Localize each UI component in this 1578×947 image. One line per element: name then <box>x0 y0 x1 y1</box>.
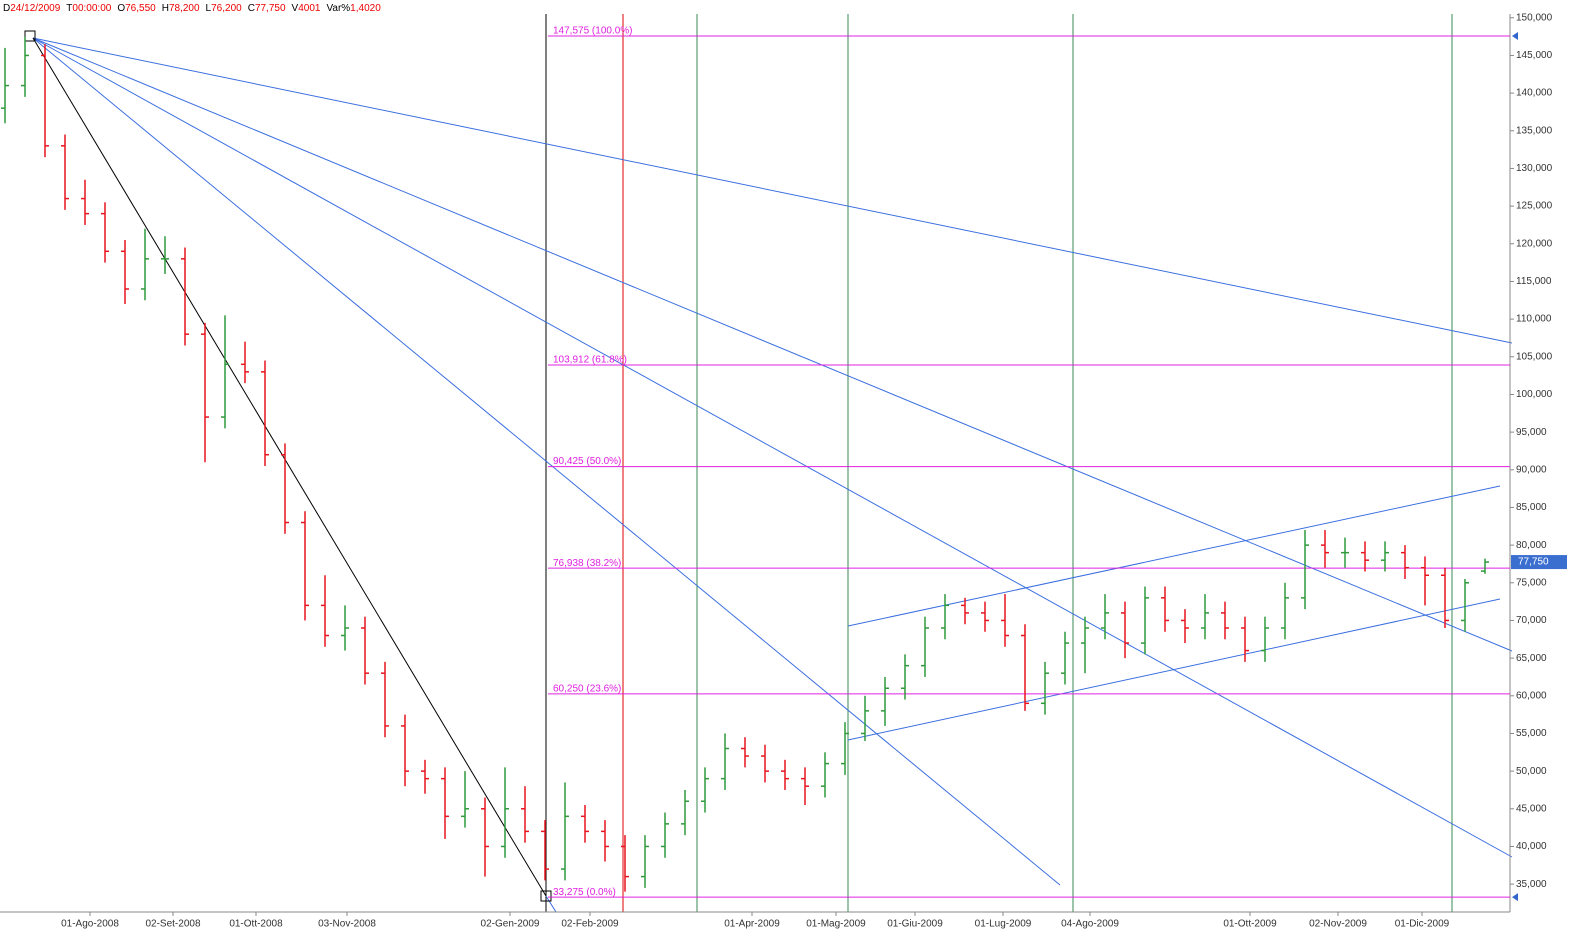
y-tick-label: 150,000 <box>1516 12 1553 23</box>
x-tick-label: 01-Giu-2009 <box>887 919 943 930</box>
y-tick-label: 105,000 <box>1516 351 1553 362</box>
fan-line <box>545 895 557 913</box>
x-tick-label: 01-Ott-2009 <box>1223 919 1277 930</box>
y-tick-label: 80,000 <box>1516 540 1547 551</box>
header-key: D <box>3 3 10 14</box>
y-tick-label: 145,000 <box>1516 50 1553 61</box>
anchor-square <box>540 890 552 902</box>
y-tick-label: 75,000 <box>1516 577 1547 588</box>
last-price-box <box>1511 555 1567 570</box>
y-tick-label: 115,000 <box>1516 276 1552 287</box>
y-tick-label: 140,000 <box>1516 88 1553 99</box>
header-key: T <box>66 3 72 14</box>
annotations <box>24 14 1513 913</box>
y-tick-label: 60,000 <box>1516 690 1547 701</box>
y-tick-label: 65,000 <box>1516 653 1547 664</box>
anchor-square <box>24 30 36 42</box>
y-tick-label: 35,000 <box>1516 879 1547 890</box>
fan-line <box>32 37 1513 652</box>
fan-line <box>32 37 1513 858</box>
channel-line <box>847 598 1501 741</box>
x-tick-label: 02-Gen-2009 <box>481 919 540 930</box>
level-arrow <box>1512 32 1518 41</box>
x-tick-label: 02-Set-2008 <box>145 919 200 930</box>
header-key: L <box>206 3 212 14</box>
fib-label: 60,250 (23.6%) <box>553 684 621 695</box>
fib-label: 90,425 (50.0%) <box>553 456 621 467</box>
y-tick-label: 135,000 <box>1516 125 1553 136</box>
fib-label: 33,275 (0.0%) <box>553 887 616 898</box>
y-tick-label: 110,000 <box>1516 314 1552 325</box>
last-price-label: 77,750 <box>1518 557 1549 568</box>
x-tick-label: 01-Ago-2008 <box>61 919 119 930</box>
y-tick-label: 40,000 <box>1516 841 1547 852</box>
fan-line <box>32 37 1061 886</box>
y-tick-label: 130,000 <box>1516 163 1553 174</box>
x-tick-label: 01-Dic-2009 <box>1395 919 1450 930</box>
x-tick-label: 01-Mag-2009 <box>806 919 866 930</box>
x-tick-label: 04-Ago-2009 <box>1061 919 1119 930</box>
level-arrow <box>1512 893 1518 902</box>
y-tick-label: 100,000 <box>1516 389 1553 400</box>
y-tick-label: 125,000 <box>1516 201 1553 212</box>
fib-label: 103,912 (61.8%) <box>553 355 627 366</box>
header-value: 77,750 <box>255 3 286 14</box>
y-tick-label: 70,000 <box>1516 615 1547 626</box>
y-tick-label: 45,000 <box>1516 803 1547 814</box>
header: D24/12/2009 T00:00:00 O76,550 H78,200 L76,20… <box>3 3 381 14</box>
x-tick-label: 02-Nov-2009 <box>1309 919 1367 930</box>
header-key: O <box>117 3 125 14</box>
y-tick-label: 85,000 <box>1516 502 1547 513</box>
x-tick-label: 01-Lug-2009 <box>975 919 1032 930</box>
header-value: 24/12/2009 <box>10 3 60 14</box>
header-value: 76,200 <box>211 3 242 14</box>
header-value: 1,4020 <box>350 3 381 14</box>
header-key: Var% <box>326 3 350 14</box>
y-tick-label: 95,000 <box>1516 427 1547 438</box>
x-tick-label: 01-Ott-2008 <box>229 919 283 930</box>
fib-label: 147,575 (100.0%) <box>553 26 633 37</box>
header-key: H <box>162 3 169 14</box>
fib-label: 76,938 (38.2%) <box>553 558 621 569</box>
x-tick-label: 02-Feb-2009 <box>561 919 619 930</box>
header-value: 4001 <box>298 3 321 14</box>
header-key: V <box>292 3 299 14</box>
header-key: C <box>248 3 255 14</box>
x-tick-label: 01-Apr-2009 <box>724 919 780 930</box>
y-tick-label: 55,000 <box>1516 728 1547 739</box>
y-tick-label: 90,000 <box>1516 464 1547 475</box>
channel-line <box>847 485 1501 627</box>
header-value: 78,200 <box>169 3 200 14</box>
x-tick-label: 03-Nov-2008 <box>318 919 376 930</box>
header-value: 00:00:00 <box>72 3 111 14</box>
y-tick-label: 50,000 <box>1516 766 1547 777</box>
fan-line <box>32 37 1513 344</box>
header-value: 76,550 <box>125 3 156 14</box>
y-tick-label: 120,000 <box>1516 238 1553 249</box>
trend-line <box>32 37 547 897</box>
